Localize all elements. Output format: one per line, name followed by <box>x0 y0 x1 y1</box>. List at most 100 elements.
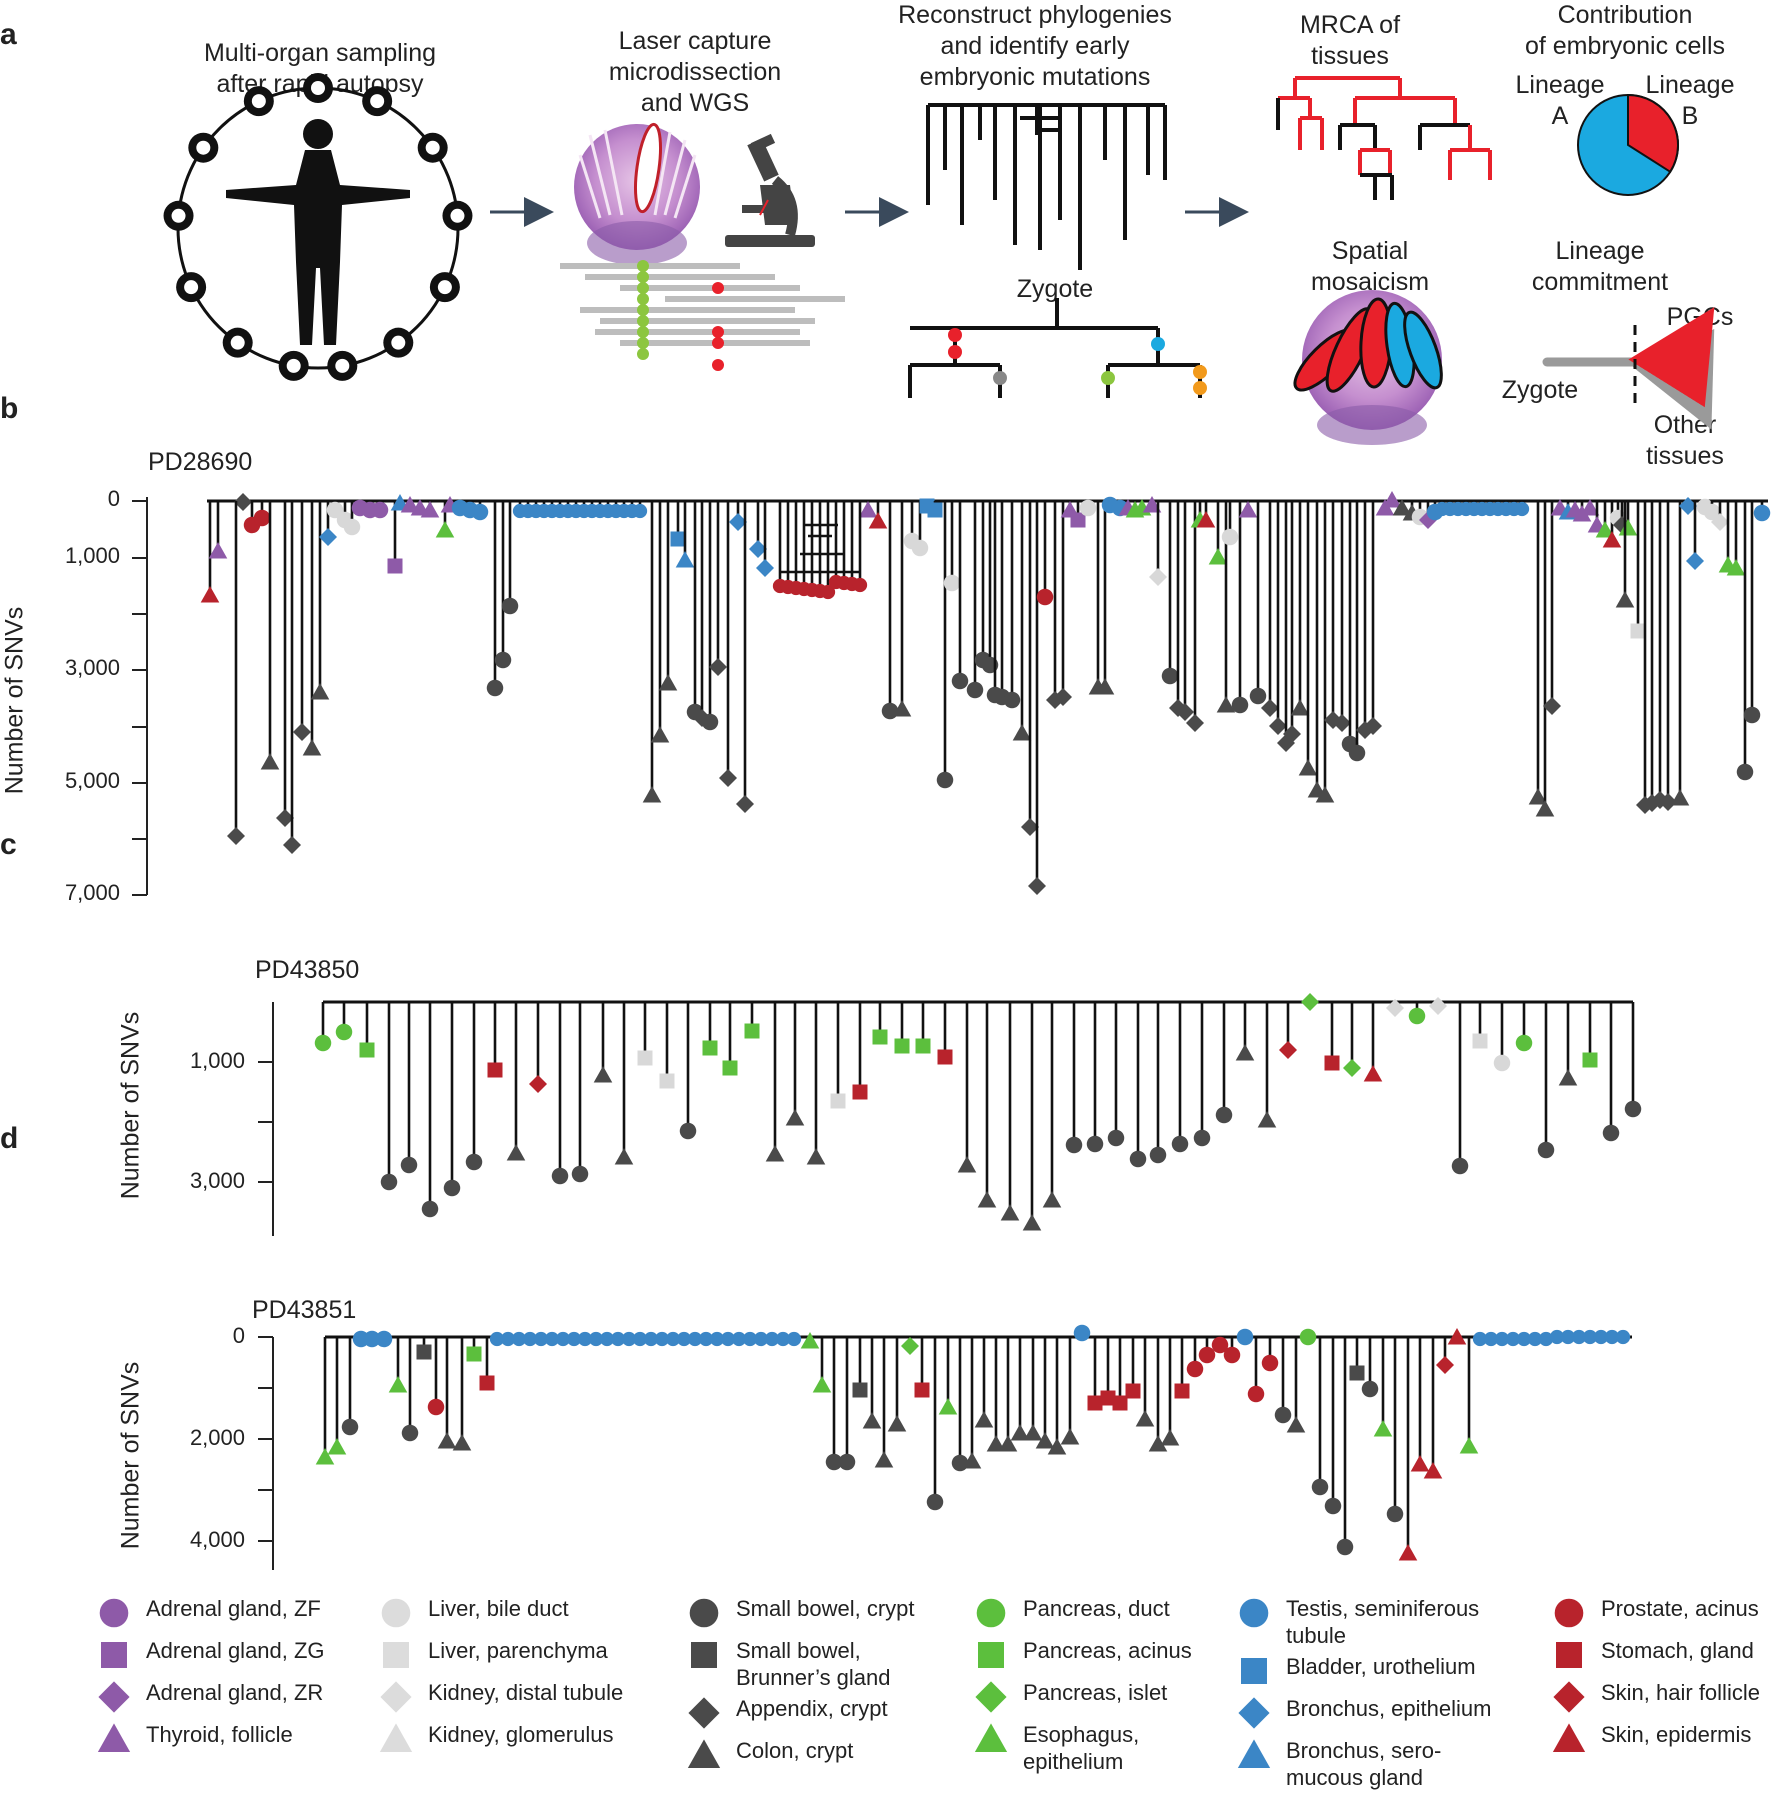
tip-marker <box>443 1179 461 1197</box>
tip-marker <box>359 1042 375 1058</box>
tip-marker <box>227 827 245 845</box>
tip-marker <box>375 1330 393 1348</box>
tip-marker <box>1112 1395 1128 1411</box>
tip-marker <box>1215 1106 1233 1124</box>
variant-dot <box>637 315 649 327</box>
ylabel-c: Number of SNVs <box>116 1011 145 1200</box>
tip-marker <box>593 1066 613 1083</box>
tip-marker <box>1095 678 1115 695</box>
tip-marker <box>765 1145 785 1162</box>
tip-marker <box>1615 591 1635 608</box>
tip-marker <box>1386 999 1404 1017</box>
tip-marker <box>1125 1383 1141 1399</box>
tip-marker <box>1086 1135 1104 1153</box>
tip-marker <box>1670 789 1690 806</box>
stage-lcm-label: Laser capture microdissection and WGS <box>608 27 782 117</box>
tip-marker <box>1047 1438 1067 1455</box>
panel-a-letter: a <box>0 18 17 51</box>
organ-icon-inner <box>196 140 211 155</box>
tip-marker <box>665 1331 681 1347</box>
tip-marker <box>785 1109 805 1126</box>
diamond-legend-icon <box>380 1681 412 1713</box>
tip-marker <box>659 1073 675 1089</box>
legend-label: Colon, crypt <box>736 1738 854 1763</box>
tip-marker <box>1659 793 1677 811</box>
legend-label: Bladder, urothelium <box>1286 1654 1476 1679</box>
organ-icon-inner <box>171 208 186 223</box>
tip-marker <box>1036 588 1054 606</box>
sample-label-d: PD43851 <box>252 1296 357 1324</box>
tip-marker <box>1743 706 1761 724</box>
legend-label: Adrenal gland, ZR <box>146 1680 324 1705</box>
mutation-dot <box>1193 381 1207 395</box>
tip-marker <box>679 1122 697 1140</box>
mutation-dot <box>1193 365 1207 379</box>
variant-dot <box>637 260 649 272</box>
tip-marker <box>533 1331 549 1347</box>
tip-marker <box>1447 1328 1467 1345</box>
tip-marker <box>951 1454 969 1472</box>
tip-marker <box>479 1375 495 1391</box>
tip-marker <box>1135 1410 1155 1427</box>
tip-marker <box>1535 800 1555 817</box>
legend-label: Skin, hair follicle <box>1601 1680 1760 1705</box>
sequencing-read <box>665 296 845 302</box>
tick-c-0: 1,000 <box>189 1048 245 1073</box>
mutation-dot <box>993 371 1007 385</box>
diamond-glyph <box>688 1697 720 1729</box>
tip-marker <box>1023 1424 1043 1441</box>
tip-marker <box>1065 1136 1083 1154</box>
tip-marker <box>1582 1329 1598 1345</box>
legend-label: Esophagus, epithelium <box>1023 1722 1140 1774</box>
tip-marker <box>775 1331 791 1347</box>
tip-marker <box>1382 491 1402 508</box>
tip-marker <box>736 795 754 813</box>
tip-marker <box>1348 744 1366 762</box>
tip-marker <box>302 739 322 756</box>
tip-marker <box>1528 788 1548 805</box>
variant-dot <box>637 271 649 283</box>
legend-label: Small bowel, crypt <box>736 1596 915 1621</box>
sample-label-c: PD43850 <box>255 956 360 984</box>
tip-marker <box>283 836 301 854</box>
tip-marker <box>1022 1214 1042 1231</box>
tip-marker <box>1483 1331 1499 1347</box>
tip-marker <box>1459 1437 1479 1454</box>
tick-b-3: 5,000 <box>64 768 120 793</box>
microscope-icon <box>725 133 815 247</box>
legend-label: Bronchus, sero- mucous gland <box>1286 1738 1442 1790</box>
tip-marker <box>327 1438 347 1455</box>
tip-marker <box>1235 1044 1255 1061</box>
tip-marker <box>1736 763 1754 781</box>
variant-dot <box>637 282 649 294</box>
organ-icon-inner <box>311 81 325 95</box>
ylabel-c-wrap: Number of SNVs <box>116 1012 146 1200</box>
tip-marker <box>1042 1191 1062 1208</box>
tip-marker <box>1373 1420 1393 1437</box>
tick-c-1: 3,000 <box>189 1168 245 1193</box>
square-glyph <box>383 1642 409 1668</box>
tick-d-0: 0 <box>232 1323 245 1348</box>
tip-marker <box>943 574 961 592</box>
legend-label: Kidney, distal tubule <box>428 1680 624 1705</box>
diamond-glyph <box>380 1681 412 1713</box>
tip-marker <box>1290 699 1310 716</box>
diamond-legend-icon <box>688 1697 720 1729</box>
tip-marker <box>838 1453 856 1471</box>
mutation-dot <box>1101 371 1115 385</box>
tip-marker <box>998 1435 1018 1452</box>
tip-marker <box>1514 501 1530 517</box>
axis-c <box>258 1002 274 1236</box>
tip-marker <box>387 558 403 574</box>
tip-marker <box>511 1331 527 1347</box>
tip-marker <box>363 1330 381 1348</box>
tick-b-1: 1,000 <box>64 543 120 568</box>
tip-marker <box>1398 1544 1418 1561</box>
tip-marker <box>1073 1324 1091 1342</box>
tip-marker <box>1223 1346 1241 1364</box>
tip-marker <box>658 674 678 691</box>
tip-marker <box>825 1453 843 1471</box>
tip-marker <box>701 713 719 731</box>
tip-marker <box>938 1398 958 1415</box>
tip-marker <box>506 1144 526 1161</box>
